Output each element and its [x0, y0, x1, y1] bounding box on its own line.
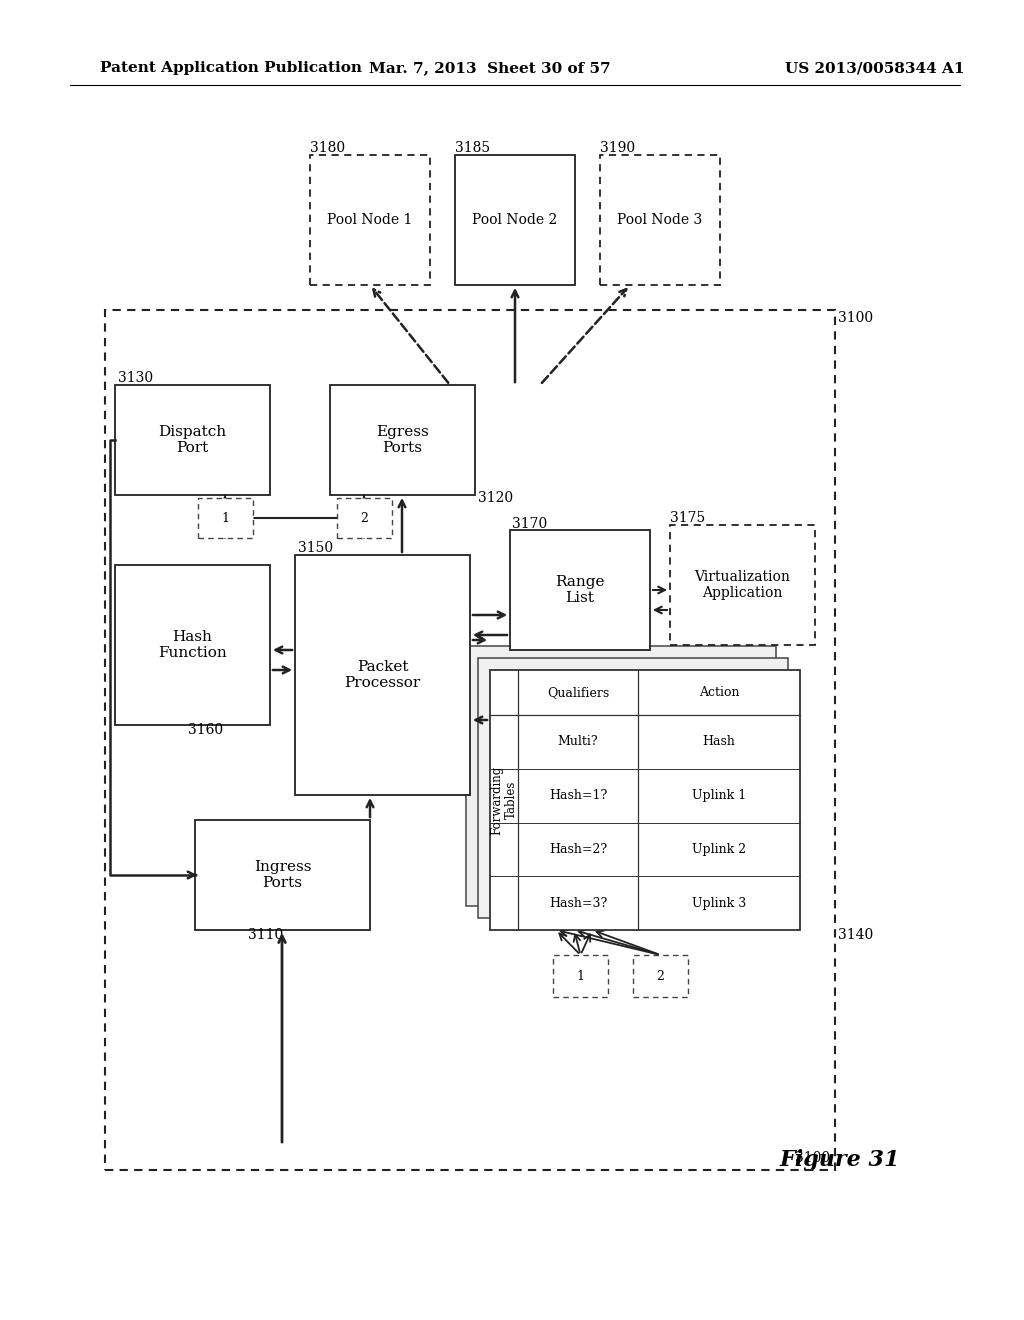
Text: US 2013/0058344 A1: US 2013/0058344 A1	[785, 61, 965, 75]
Bar	[670, 525, 815, 645]
Bar	[198, 498, 253, 539]
Bar	[115, 385, 270, 495]
Bar	[195, 820, 370, 931]
Text: Ingress
Ports: Ingress Ports	[254, 859, 311, 890]
Bar	[115, 565, 270, 725]
Text: Uplink 1: Uplink 1	[692, 789, 746, 803]
Text: Hash=1?: Hash=1?	[549, 789, 607, 803]
Text: Uplink 3: Uplink 3	[692, 896, 746, 909]
Text: 3170: 3170	[512, 517, 547, 531]
Bar	[633, 954, 688, 997]
Text: Uplink 2: Uplink 2	[692, 843, 746, 855]
Bar	[295, 554, 470, 795]
Text: 1: 1	[577, 969, 585, 982]
Text: 3100: 3100	[838, 312, 873, 325]
Text: Forwarding
Tables: Forwarding Tables	[490, 766, 518, 834]
Bar	[105, 310, 835, 1170]
Bar	[310, 154, 430, 285]
Text: Pool Node 1: Pool Node 1	[328, 213, 413, 227]
Text: 3140: 3140	[838, 928, 873, 942]
Text: Hash=2?: Hash=2?	[549, 843, 607, 855]
Text: 3190: 3190	[600, 141, 635, 154]
Text: 3175: 3175	[670, 511, 706, 525]
Text: Egress
Ports: Egress Ports	[376, 425, 429, 455]
Bar	[478, 657, 788, 917]
Text: 1: 1	[221, 511, 229, 524]
Text: 2: 2	[360, 511, 369, 524]
Bar	[455, 154, 575, 285]
Text: Hash=3?: Hash=3?	[549, 896, 607, 909]
Text: Action: Action	[698, 686, 739, 700]
Text: Pool Node 3: Pool Node 3	[617, 213, 702, 227]
Text: Pool Node 2: Pool Node 2	[472, 213, 558, 227]
Text: Hash
Function: Hash Function	[158, 630, 227, 660]
Text: 3180: 3180	[310, 141, 345, 154]
Bar	[510, 531, 650, 649]
Text: Virtualization
Application: Virtualization Application	[694, 570, 791, 601]
Bar	[600, 154, 720, 285]
Text: Multi?: Multi?	[558, 735, 598, 748]
Text: Hash: Hash	[702, 735, 735, 748]
Text: 3150: 3150	[298, 541, 333, 554]
Text: 3120: 3120	[478, 491, 513, 506]
Text: 3100: 3100	[795, 1151, 830, 1166]
Text: 3110: 3110	[248, 928, 284, 942]
Text: 3185: 3185	[455, 141, 490, 154]
Text: Range
List: Range List	[555, 576, 605, 605]
Bar	[490, 671, 800, 931]
Text: 2: 2	[656, 969, 665, 982]
Bar	[330, 385, 475, 495]
Text: Patent Application Publication: Patent Application Publication	[100, 61, 362, 75]
Bar	[466, 645, 776, 906]
Text: Dispatch
Port: Dispatch Port	[159, 425, 226, 455]
Text: Packet
Processor: Packet Processor	[344, 660, 421, 690]
Text: Mar. 7, 2013  Sheet 30 of 57: Mar. 7, 2013 Sheet 30 of 57	[370, 61, 610, 75]
Bar	[553, 954, 608, 997]
Text: Qualifiers: Qualifiers	[547, 686, 609, 700]
Text: 3130: 3130	[118, 371, 154, 385]
Text: 3160: 3160	[188, 723, 223, 737]
Bar	[337, 498, 392, 539]
Text: Figure 31: Figure 31	[779, 1148, 900, 1171]
